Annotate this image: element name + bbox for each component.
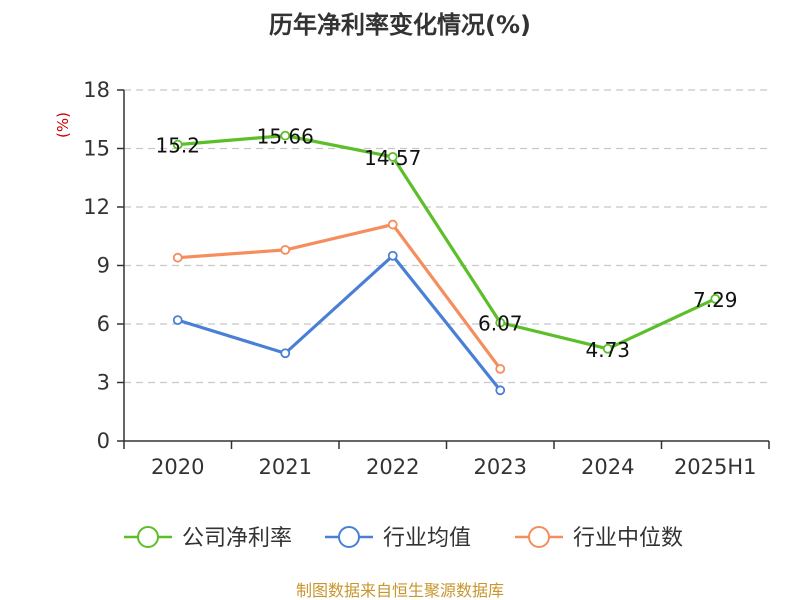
data-point-avg — [280, 348, 291, 359]
data-point-median — [172, 252, 183, 263]
legend-label: 公司净利率 — [182, 526, 292, 551]
data-point-company — [602, 343, 613, 354]
legend-item-median[interactable]: 行业中位数 — [515, 526, 683, 551]
data-label: 15.2 — [155, 134, 200, 158]
legend: 公司净利率 行业均值 行业中位数 — [124, 526, 683, 551]
data-label: 15.66 — [257, 125, 314, 149]
y-tick-label: 9 — [97, 254, 110, 278]
series-line-company — [177, 134, 716, 351]
legend-item-avg[interactable]: 行业均值 — [325, 526, 471, 551]
y-tick-label: 12 — [83, 195, 110, 219]
y-tick-label: 6 — [97, 312, 110, 336]
x-tick-label: 2025H1 — [674, 455, 757, 479]
data-point-company — [387, 151, 398, 162]
legend-marker — [338, 526, 360, 548]
data-point-avg — [387, 250, 398, 261]
axes: 0 3 6 9 12 15 18 2020 2021 2022 2023 2024 2025H1 — [83, 78, 770, 479]
x-tick-label: 2020 — [151, 455, 204, 479]
data-point-median — [280, 244, 291, 255]
legend-label: 行业中位数 — [573, 526, 683, 551]
source-note: 制图数据来自恒生聚源数据库 — [296, 581, 504, 600]
series-line-median — [177, 222, 502, 370]
y-tick-label: 3 — [97, 371, 110, 395]
grid-lines — [124, 89, 769, 384]
x-tick-label: 2024 — [581, 455, 634, 479]
x-tick-label: 2023 — [474, 455, 527, 479]
series-layer: 15.2 15.66 14.57 6.07 4.73 7.29 — [155, 125, 738, 396]
x-tick-label: 2021 — [259, 455, 312, 479]
data-point-avg — [495, 385, 506, 396]
data-label: 4.73 — [585, 338, 630, 362]
data-point-company — [710, 293, 721, 304]
series-line-avg — [177, 254, 502, 392]
data-label: 6.07 — [478, 312, 523, 336]
y-tick-label: 18 — [83, 78, 110, 102]
chart-title: 历年净利率变化情况(%) — [269, 11, 531, 39]
legend-marker — [528, 526, 550, 548]
y-tick-label: 0 — [97, 429, 110, 453]
legend-marker — [137, 526, 159, 548]
data-label: 7.29 — [693, 288, 738, 312]
legend-label: 行业均值 — [383, 526, 471, 551]
y-tick-label: 15 — [83, 137, 110, 161]
data-label: 14.57 — [364, 146, 421, 170]
y-axis-label: (%) — [54, 112, 72, 138]
data-point-company — [172, 139, 183, 150]
data-point-median — [495, 363, 506, 374]
data-point-company — [280, 130, 291, 141]
data-point-median — [387, 219, 398, 230]
data-point-avg — [172, 315, 183, 326]
legend-item-company[interactable]: 公司净利率 — [124, 526, 292, 551]
x-tick-label: 2022 — [366, 455, 419, 479]
data-point-company — [495, 317, 506, 328]
